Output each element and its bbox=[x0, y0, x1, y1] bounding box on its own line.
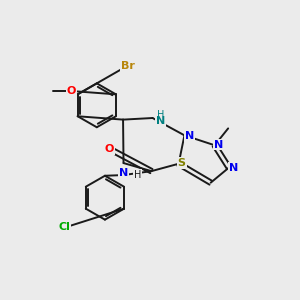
Text: N: N bbox=[185, 131, 194, 142]
Text: S: S bbox=[178, 158, 186, 168]
Text: O: O bbox=[105, 144, 114, 154]
Text: Br: Br bbox=[121, 61, 135, 71]
Text: H: H bbox=[157, 110, 164, 119]
Text: H: H bbox=[134, 169, 141, 180]
Text: O: O bbox=[67, 86, 76, 96]
Text: N: N bbox=[214, 140, 224, 150]
Text: N: N bbox=[229, 163, 239, 173]
Text: N: N bbox=[156, 116, 165, 127]
Text: N: N bbox=[119, 168, 128, 178]
Text: Cl: Cl bbox=[58, 222, 70, 232]
